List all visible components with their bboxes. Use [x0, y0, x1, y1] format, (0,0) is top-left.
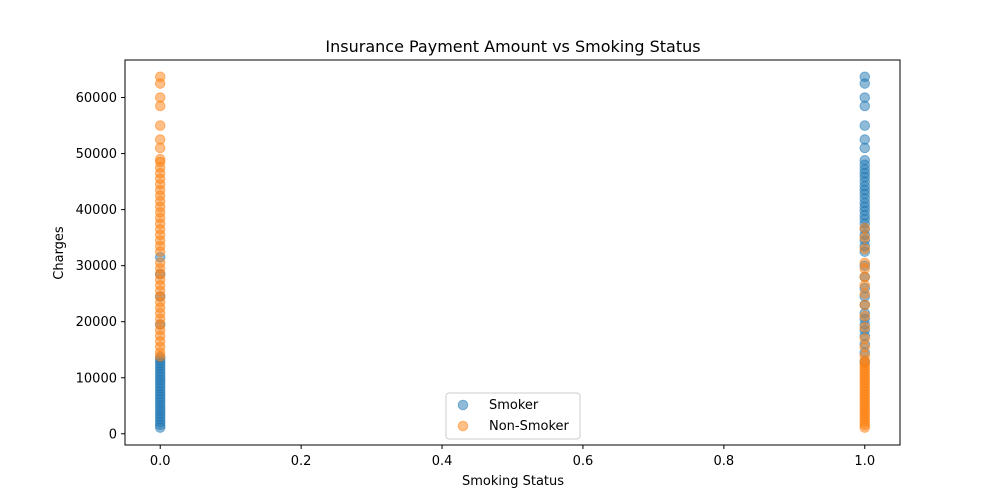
- y-tick-label: 60000: [76, 91, 117, 106]
- chart-title: Insurance Payment Amount vs Smoking Stat…: [325, 37, 700, 56]
- data-point-non-smoker: [154, 153, 166, 165]
- data-point-non-smoker: [859, 333, 871, 344]
- points-layer: [154, 71, 871, 433]
- data-point-non-smoker: [154, 120, 166, 131]
- data-point-non-smoker: [859, 322, 871, 333]
- x-tick-label: 1.0: [854, 454, 875, 469]
- x-tick-label: 0.8: [714, 454, 735, 469]
- data-point-non-smoker: [859, 310, 871, 322]
- y-tick-label: 40000: [76, 203, 117, 218]
- x-tick-label: 0.0: [150, 454, 171, 469]
- x-tick-label: 0.6: [573, 454, 594, 469]
- y-axis-label: Charges: [52, 226, 67, 280]
- data-point-non-smoker: [154, 257, 166, 269]
- data-point-non-smoker: [859, 243, 871, 255]
- data-point-smoker: [859, 92, 871, 103]
- y-axis-ticks: 0 10000 20000 30000 40000 50000 60000: [76, 91, 125, 442]
- y-tick-label: 50000: [76, 147, 117, 162]
- data-point-smoker: [859, 71, 871, 83]
- data-point-non-smoker: [154, 134, 166, 145]
- data-point-non-smoker: [859, 222, 871, 234]
- y-tick-label: 0: [109, 427, 117, 442]
- data-point-smoker: [859, 120, 871, 131]
- y-tick-label: 30000: [76, 259, 117, 274]
- data-point-smoker: [859, 134, 871, 145]
- y-tick-label: 20000: [76, 315, 117, 330]
- plot-frame: [124, 59, 901, 446]
- data-point-non-smoker: [859, 257, 871, 269]
- legend: Smoker Non-Smoker: [445, 392, 581, 440]
- legend-marker-non-smoker: [457, 420, 469, 432]
- x-tick-label: 0.2: [291, 454, 312, 469]
- data-point-non-smoker: [154, 71, 166, 83]
- data-point-non-smoker: [859, 232, 871, 243]
- legend-label-non-smoker: Non-Smoker: [489, 419, 570, 434]
- x-axis-ticks: 0.0 0.2 0.4 0.6 0.8 1.0: [150, 445, 875, 469]
- y-tick-label: 10000: [76, 371, 117, 386]
- x-tick-label: 0.4: [432, 454, 453, 469]
- data-point-non-smoker: [154, 92, 166, 103]
- legend-label-smoker: Smoker: [489, 398, 539, 413]
- legend-frame: [445, 392, 581, 440]
- legend-marker-smoker: [457, 399, 469, 411]
- data-point-smoker: [859, 155, 871, 166]
- data-point-non-smoker: [859, 299, 871, 311]
- x-axis-label: Smoking Status: [462, 474, 564, 489]
